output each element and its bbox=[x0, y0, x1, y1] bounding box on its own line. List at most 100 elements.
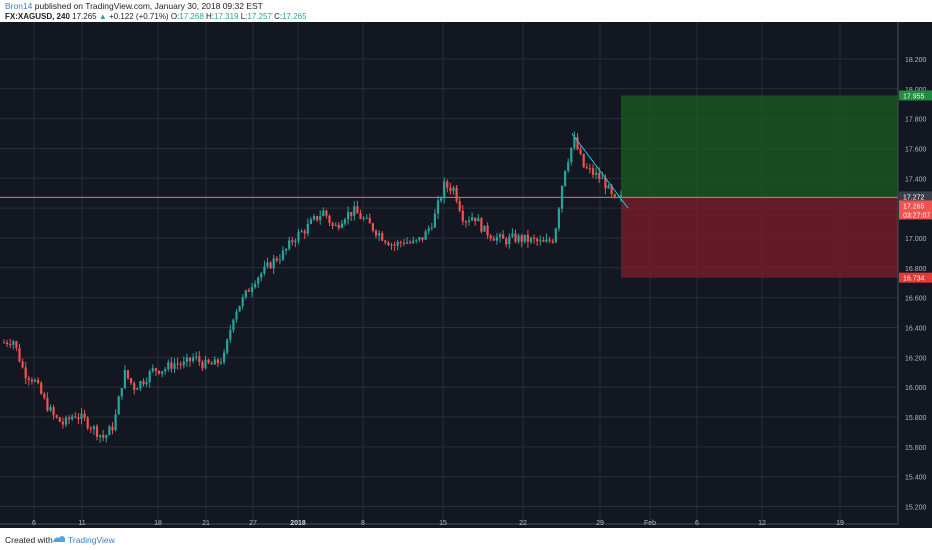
candle-body-199 bbox=[619, 195, 622, 198]
candle-body-183 bbox=[570, 147, 573, 162]
candle-body-171 bbox=[533, 237, 536, 239]
candle-body-195 bbox=[607, 185, 610, 189]
candle-body-83 bbox=[260, 273, 263, 278]
candle-body-164 bbox=[511, 233, 514, 237]
candle-body-103 bbox=[322, 210, 325, 217]
candle-body-59 bbox=[185, 357, 188, 362]
price-label-last: 17.265 bbox=[903, 203, 925, 210]
candle-body-92 bbox=[288, 240, 291, 249]
candle-body-17 bbox=[55, 415, 58, 418]
price-tick-7: 16.600 bbox=[905, 296, 927, 303]
candle-body-16 bbox=[52, 407, 55, 416]
candle-body-46 bbox=[145, 382, 148, 385]
candle-body-197 bbox=[613, 194, 616, 198]
tradingview-brand[interactable]: TradingView bbox=[68, 535, 115, 545]
candle-body-156 bbox=[486, 225, 489, 236]
candle-body-58 bbox=[182, 361, 185, 366]
candle-body-56 bbox=[176, 363, 179, 365]
candle-body-49 bbox=[154, 368, 157, 371]
time-tick-10: Feb bbox=[644, 520, 656, 527]
price-tick-6: 16.400 bbox=[905, 325, 927, 332]
symbol-label: FX:XAGUSD, 240 bbox=[5, 12, 70, 21]
candle-body-106 bbox=[331, 222, 334, 226]
close-label: C: bbox=[274, 12, 283, 21]
candle-body-40 bbox=[126, 370, 130, 379]
candle-body-2 bbox=[9, 344, 12, 346]
candle-body-96 bbox=[300, 231, 303, 233]
candle-body-23 bbox=[74, 416, 77, 418]
candle-body-63 bbox=[198, 356, 201, 362]
candle-body-120 bbox=[374, 230, 378, 236]
time-tick-9: 29 bbox=[596, 520, 604, 527]
candle-body-166 bbox=[517, 235, 520, 242]
candle-body-10 bbox=[33, 379, 37, 382]
low-value: 17.257 bbox=[247, 12, 272, 21]
trendline bbox=[571, 133, 629, 209]
candle-body-107 bbox=[334, 225, 337, 227]
candle-body-177 bbox=[551, 240, 554, 243]
candle-body-7 bbox=[24, 367, 27, 379]
candle-body-186 bbox=[579, 149, 582, 154]
candle-body-163 bbox=[508, 236, 511, 245]
candle-body-34 bbox=[108, 426, 111, 436]
candle-body-138 bbox=[430, 227, 433, 229]
chart-area[interactable]: 15.200 15.400 15.600 15.800 16.000 16.200 16.4… bbox=[0, 22, 932, 528]
candle-body-191 bbox=[595, 172, 598, 175]
candle-body-37 bbox=[117, 396, 120, 415]
price-chart[interactable]: 15.200 15.400 15.600 15.800 16.000 16.200 16.4… bbox=[0, 22, 932, 528]
candle-body-194 bbox=[604, 177, 607, 189]
candle-body-135 bbox=[421, 237, 424, 240]
candle-body-158 bbox=[492, 238, 495, 241]
candle-body-118 bbox=[368, 217, 371, 224]
candle-body-68 bbox=[213, 359, 216, 365]
candle-body-172 bbox=[536, 238, 539, 242]
chart-header: Bron14 published on TradingView.com, Jan… bbox=[0, 0, 932, 22]
candle-body-119 bbox=[371, 223, 374, 231]
candle-body-47 bbox=[148, 371, 151, 383]
candle-body-52 bbox=[164, 369, 167, 372]
candle-body-112 bbox=[350, 211, 353, 216]
candle-body-74 bbox=[232, 319, 235, 330]
candle-body-87 bbox=[272, 258, 275, 269]
candle-body-116 bbox=[362, 218, 365, 220]
price-tick-2: 15.600 bbox=[905, 445, 927, 452]
candle-body-185 bbox=[576, 137, 579, 150]
candle-body-140 bbox=[436, 200, 440, 214]
candle-body-175 bbox=[545, 239, 548, 242]
close-value: 17.265 bbox=[282, 12, 307, 21]
candle-body-192 bbox=[598, 172, 601, 179]
candle-body-121 bbox=[378, 233, 381, 236]
price-tick-15: 18.200 bbox=[905, 57, 927, 64]
time-tick-4: 27 bbox=[249, 520, 257, 527]
created-with-text: Created with bbox=[5, 535, 53, 545]
time-tick-8: 22 bbox=[519, 520, 527, 527]
candle-body-157 bbox=[489, 235, 492, 239]
candle-body-188 bbox=[585, 167, 588, 169]
candle-body-181 bbox=[564, 170, 567, 186]
candle-body-94 bbox=[294, 240, 297, 243]
ohlc-line: FX:XAGUSD, 240 17.265 ▲ +0.122 (+0.71%) … bbox=[5, 12, 307, 21]
candle-body-180 bbox=[560, 185, 564, 209]
candle-body-35 bbox=[111, 426, 114, 431]
candle-body-33 bbox=[105, 435, 108, 438]
price-label-bg-last bbox=[899, 200, 932, 211]
change-arrow-icon: ▲ bbox=[98, 12, 107, 21]
time-tick-3: 21 bbox=[202, 520, 210, 527]
candle-body-13 bbox=[43, 393, 46, 398]
candle-body-11 bbox=[37, 379, 40, 383]
candle-body-65 bbox=[204, 359, 207, 369]
candle-body-31 bbox=[99, 435, 102, 437]
author-link[interactable]: Bron14 bbox=[5, 1, 33, 11]
time-tick-11: 6 bbox=[695, 520, 699, 527]
candle-body-80 bbox=[250, 287, 254, 292]
candle-body-109 bbox=[340, 223, 343, 228]
change-value: +0.122 (+0.71%) bbox=[109, 12, 169, 21]
price-tick-3: 15.800 bbox=[905, 415, 927, 422]
price-tick-4: 16.000 bbox=[905, 385, 927, 392]
candle-body-147 bbox=[458, 201, 461, 211]
high-value: 17.319 bbox=[214, 12, 239, 21]
price-label-bg-countdown bbox=[899, 209, 932, 220]
candle-body-95 bbox=[297, 232, 300, 241]
candle-body-28 bbox=[89, 428, 92, 430]
candle-body-111 bbox=[347, 211, 350, 220]
